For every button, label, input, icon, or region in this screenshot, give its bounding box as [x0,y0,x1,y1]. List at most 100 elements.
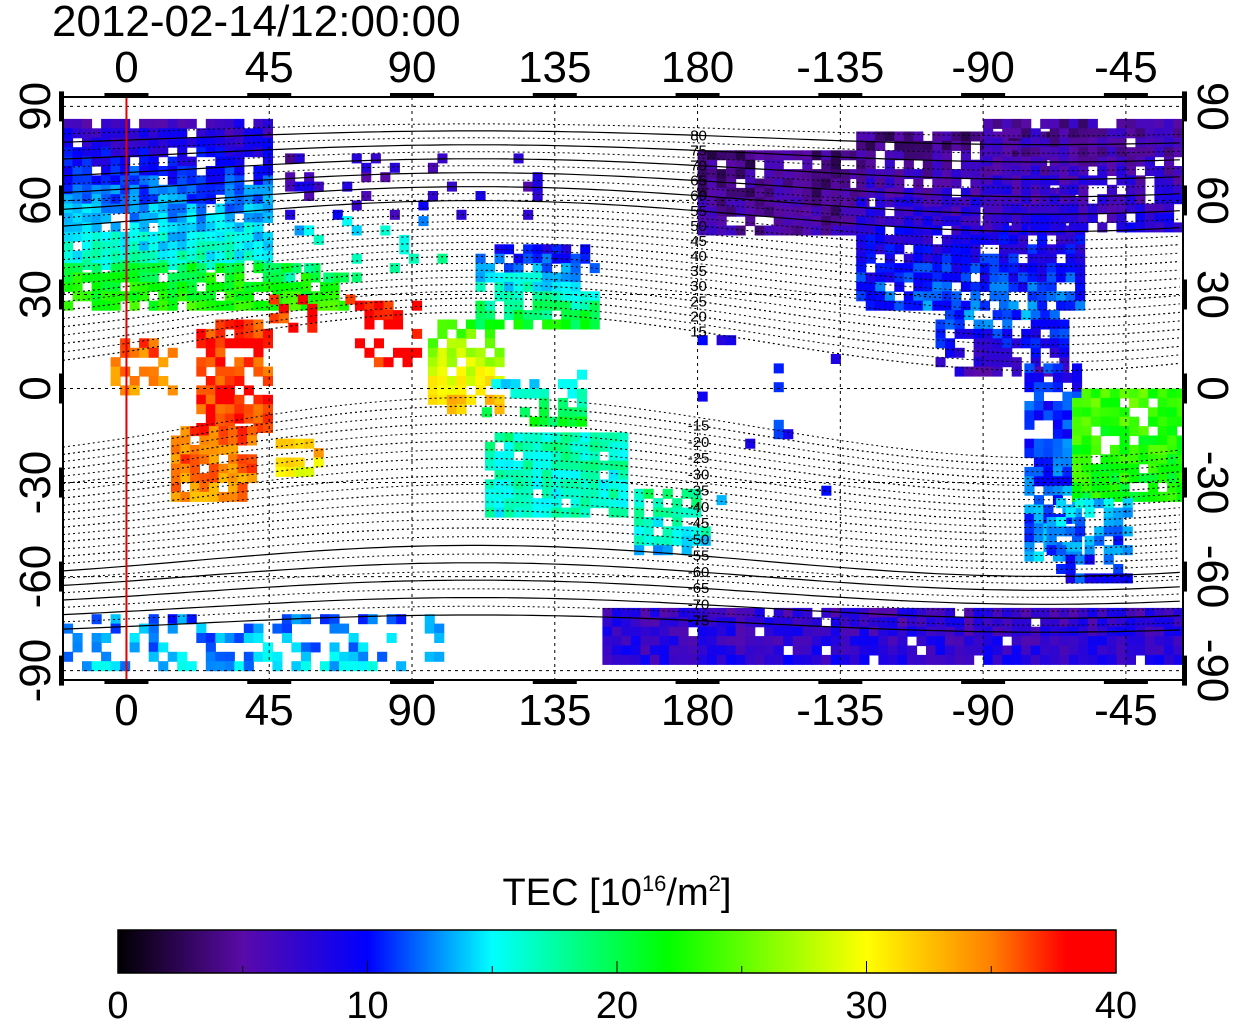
tec-cell [1052,476,1063,487]
tec-cell [640,654,651,665]
tec-cell [726,169,737,180]
tec-cell [1002,194,1013,205]
tec-cell [456,385,467,396]
tec-cell [110,118,121,129]
tec-cell [523,253,534,264]
tec-cell [72,128,83,139]
tec-cell [678,636,689,647]
tec-cell [764,206,775,217]
tec-cell [63,222,74,233]
tec-cell [310,291,321,302]
tec-cell [281,291,292,302]
tec-cell [542,300,553,311]
tec-cell [158,241,169,252]
tec-cell [148,338,159,349]
tec-cell [618,479,629,490]
tec-cell [1075,253,1086,264]
tec-cell [894,131,905,142]
tec-cell [456,366,467,377]
tec-cell [167,623,178,634]
tec-cell [186,291,197,302]
tec-cell [983,128,994,139]
tec-cell [653,498,664,509]
tec-cell [243,241,254,252]
tec-cell [611,645,622,656]
tec-cell [358,661,369,672]
tec-cell [1116,203,1127,214]
tec-cell [504,441,515,452]
tec-cell [589,451,600,462]
tec-cell [513,460,524,471]
tec-cell [158,194,169,205]
tec-cell [120,118,131,129]
magnetic-latitude-line [63,214,1180,250]
tec-cell [408,253,419,264]
tec-cell [513,281,524,292]
tec-cell [538,407,549,418]
tec-cell [148,213,159,223]
tec-cell [82,203,93,214]
tec-cell [1002,175,1013,186]
tec-cell [945,338,956,349]
tec-cell [234,118,245,129]
tec-cell [129,128,140,139]
tec-cell [643,535,654,546]
tec-cell [989,253,1000,264]
tec-cell [205,376,216,386]
tec-cell [802,187,813,198]
tec-cell [110,272,121,283]
tec-cell [1167,454,1178,465]
tec-cell [1110,397,1121,408]
tec-cell [1193,138,1203,148]
tec-cell [875,244,886,255]
magnetic-latitude-line [63,165,1180,189]
tec-cell [513,432,524,443]
magnetic-latitude-line [63,501,1180,542]
tec-cell [329,291,340,302]
tec-cell [196,222,207,233]
tec-cell [1011,645,1022,656]
tec-cell [640,617,651,628]
tec-cell [205,357,216,368]
y-tick-label-left: -90 [11,639,60,703]
tec-cell [351,225,362,236]
tec-cell [1164,203,1175,214]
tec-cell [999,300,1010,311]
tec-cell [570,432,581,443]
tec-cell [91,300,102,311]
tec-cell [1078,607,1089,618]
tec-cell [120,184,131,195]
tec-cell [120,166,131,176]
tec-cell [532,470,543,480]
tec-cell [262,651,273,662]
tec-cell [1011,222,1022,233]
tec-cell [329,614,340,625]
tec-cell [561,310,572,321]
tec-cell [342,216,353,227]
tec-cell [1011,213,1022,223]
x-tick-mark [818,93,863,98]
tec-cell [783,187,794,198]
tec-cell [913,206,924,217]
tec-cell [262,338,273,349]
tec-cell [237,473,248,484]
tec-cell [792,178,803,189]
tec-cell [792,216,803,227]
tec-cell [1049,203,1060,214]
tec-cell [215,347,226,358]
tec-cell [1068,617,1079,628]
tec-cell [110,623,121,634]
tec-cell [1103,517,1114,527]
tec-cell [1157,463,1168,474]
tec-cell [1030,128,1041,139]
tec-cell [272,272,283,283]
tec-cell [830,645,841,656]
tec-cell [1154,128,1165,139]
tec-cell [1049,607,1060,618]
tec-cell [456,404,467,415]
tec-cell [167,300,178,311]
tec-cell [1144,617,1155,628]
tec-cell [811,197,822,208]
tec-cell [992,328,1003,339]
tec-cell [707,178,718,189]
